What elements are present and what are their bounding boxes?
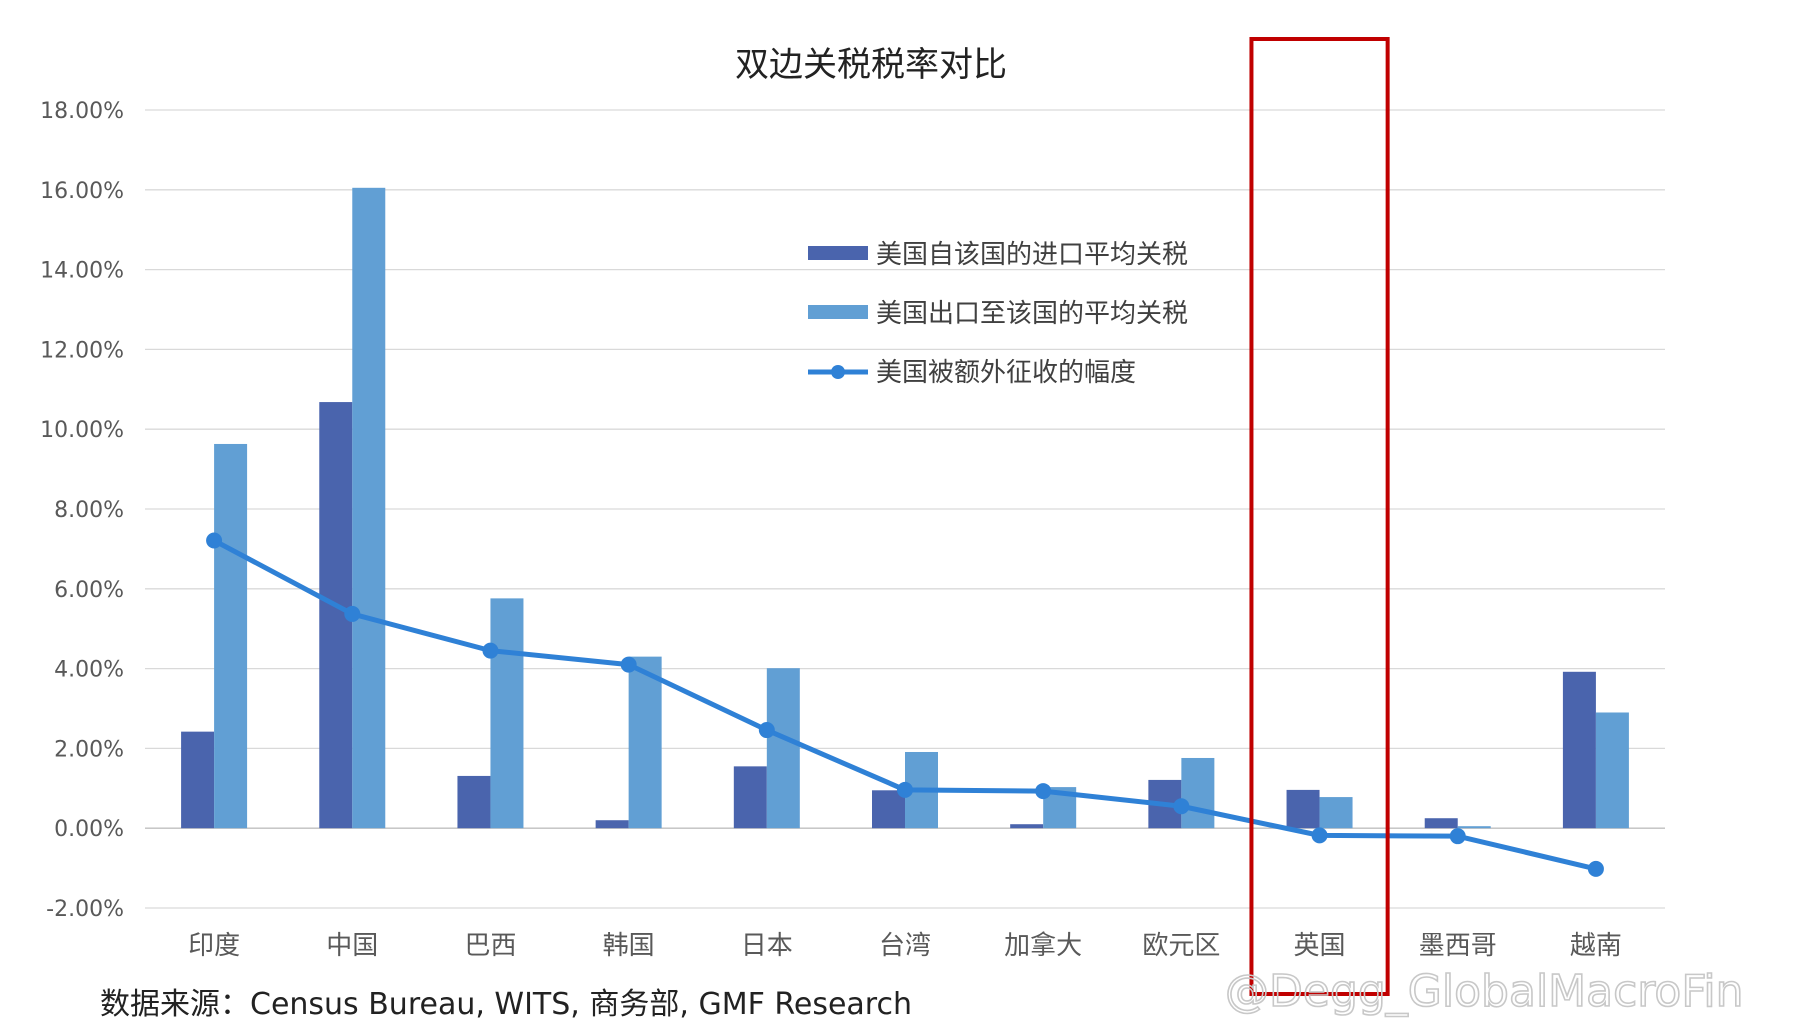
line-series — [206, 532, 1604, 877]
bar-export-3 — [490, 598, 524, 829]
bars — [181, 187, 1629, 829]
y-tick-label: 18.00% — [40, 99, 124, 124]
y-tick-label: 0.00% — [54, 817, 124, 842]
source-note: 数据来源：Census Bureau, WITS, 商务部, GMF Resea… — [100, 987, 912, 1022]
bar-import-9 — [1286, 789, 1320, 829]
y-tick-label: 6.00% — [54, 578, 124, 603]
line-point-4 — [620, 656, 637, 673]
x-tick-label: 日本 — [741, 931, 793, 961]
y-axis: -2.00% 0.00% 2.00% 4.00% 6.00% 8.00% 10.00% 12.… — [40, 99, 124, 922]
y-tick-label: 4.00% — [54, 658, 124, 683]
x-tick-label: 欧元区 — [1142, 931, 1220, 961]
legend-marker-line — [831, 365, 845, 379]
bar-export-5 — [766, 668, 800, 829]
line-point-9 — [1311, 827, 1328, 844]
x-tick-label: 巴西 — [464, 931, 516, 961]
line-point-8 — [1173, 798, 1190, 815]
bar-import-11 — [1562, 671, 1596, 829]
gridlines — [145, 109, 1665, 909]
legend-label-import: 美国自该国的进口平均关税 — [876, 240, 1188, 270]
bar-export-10 — [1457, 826, 1491, 829]
y-tick-label: 14.00% — [40, 259, 124, 284]
y-tick-label: 2.00% — [54, 737, 124, 762]
bar-export-11 — [1595, 712, 1629, 829]
x-tick-label: 印度 — [188, 931, 240, 961]
legend: 美国自该国的进口平均关税 美国出口至该国的平均关税 美国被额外征收的幅度 — [808, 240, 1188, 388]
legend-label-export: 美国出口至该国的平均关税 — [876, 299, 1188, 329]
bar-import-5 — [733, 766, 767, 829]
bar-import-7 — [1010, 824, 1044, 829]
line-point-11 — [1587, 860, 1604, 877]
highlight-box — [1249, 37, 1390, 996]
bar-import-10 — [1424, 818, 1458, 829]
bar-import-6 — [872, 790, 905, 829]
legend-swatch-import — [808, 246, 868, 260]
x-tick-label: 台湾 — [879, 931, 931, 961]
bar-export-8 — [1181, 757, 1215, 829]
legend-label-line: 美国被额外征收的幅度 — [876, 358, 1136, 388]
y-tick-label: 12.00% — [40, 338, 124, 363]
line-point-7 — [1035, 783, 1052, 800]
line-point-6 — [897, 781, 913, 798]
bar-import-3 — [457, 775, 491, 829]
x-tick-label: 越南 — [1570, 931, 1622, 961]
line-point-2 — [344, 605, 361, 622]
y-tick-label: 8.00% — [54, 498, 124, 523]
bar-export-2 — [352, 187, 386, 829]
x-tick-label: 墨西哥 — [1419, 931, 1497, 961]
x-tick-label: 韩国 — [603, 931, 655, 961]
y-tick-label: 16.00% — [40, 179, 124, 204]
y-tick-label: -2.00% — [46, 897, 124, 922]
x-tick-label: 中国 — [326, 931, 378, 961]
line-point-3 — [482, 642, 499, 659]
bar-export-1 — [214, 443, 248, 829]
watermark: @Degg_GlobalMacroFin — [1225, 966, 1744, 1017]
legend-swatch-export — [808, 305, 868, 319]
bar-import-1 — [181, 731, 215, 829]
bar-import-4 — [595, 820, 629, 829]
bar-export-9 — [1319, 797, 1353, 829]
x-axis: 印度 中国 巴西 韩国 日本 台湾 加拿大 欧元区 英国 墨西哥 越南 — [188, 931, 1622, 961]
line-point-5 — [758, 722, 775, 739]
y-tick-label: 10.00% — [40, 418, 124, 443]
x-tick-label: 英国 — [1294, 931, 1346, 961]
line-point-10 — [1449, 828, 1466, 845]
x-tick-label: 加拿大 — [1004, 931, 1082, 961]
chart-title: 双边关税税率对比 — [735, 45, 1007, 85]
bar-export-4 — [628, 656, 662, 829]
line-point-1 — [206, 532, 223, 549]
